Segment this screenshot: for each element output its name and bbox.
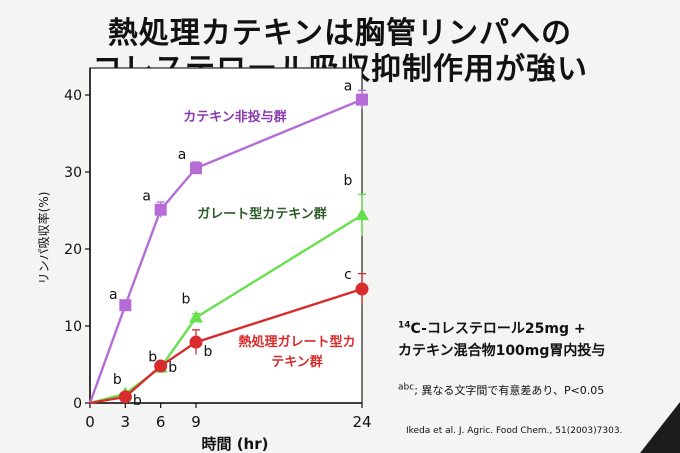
dose-note-line-2: カテキン混合物100mg胃内投与 [398, 343, 606, 359]
data-point [356, 93, 368, 106]
significance-letter: b [344, 173, 353, 189]
significance-letter: a [344, 79, 353, 95]
data-point [119, 299, 132, 312]
significance-letter: b [148, 350, 157, 366]
significance-letter: a [109, 287, 118, 303]
data-point [189, 310, 203, 323]
dose-note-line-1: 14C-コレステロール25mg + [398, 318, 586, 338]
y-tick-label: 20 [64, 242, 82, 258]
series-label: カテキン非投与群 [183, 109, 287, 125]
y-tick-label: 40 [64, 88, 82, 104]
series-label: ガレート型カテキン群 [197, 206, 327, 222]
data-point [118, 390, 132, 404]
significance-superscript: abc [398, 382, 415, 393]
significance-letter: a [178, 147, 187, 163]
x-tick-label: 9 [191, 413, 201, 431]
y-axis-label: リンパ吸収率(%) [36, 192, 51, 285]
significance-note-text: ; 異なる文字間で有意差あり、P<0.05 [414, 384, 605, 397]
data-point [355, 282, 369, 296]
series-label-line: 熱処理ガレート型カ [238, 334, 355, 350]
significance-letter: b [168, 360, 177, 376]
citation: Ikeda et al. J. Agric. Food Chem., 51(20… [406, 426, 623, 436]
slide-title-line-1: 熱処理カテキンは胸管リンパへの [107, 16, 573, 51]
significance-letter: a [142, 189, 151, 205]
series-label-line: テキン群 [271, 354, 323, 370]
x-tick-label: 0 [85, 413, 95, 431]
data-point [154, 203, 167, 216]
y-tick-label: 10 [64, 319, 82, 335]
y-tick-label: 30 [64, 165, 82, 181]
significance-letter: b [113, 372, 122, 388]
y-tick-label: 0 [73, 396, 82, 412]
significance-letter: b [182, 292, 191, 308]
significance-letter: c [344, 267, 352, 283]
significance-letter: b [204, 344, 213, 360]
isotope-superscript: 14 [398, 320, 411, 331]
data-point [189, 335, 203, 349]
x-axis-label: 時間 (hr) [201, 435, 268, 453]
data-point [190, 162, 202, 175]
dose-note-text-1: C-コレステロール25mg + [410, 321, 586, 337]
x-tick-label: 3 [121, 413, 131, 431]
significance-letter: b [133, 393, 142, 409]
data-point [355, 208, 369, 221]
x-tick-label: 6 [156, 413, 166, 431]
significance-note: abc; 異なる文字間で有意差あり、P<0.05 [398, 382, 604, 398]
data-point [154, 359, 168, 373]
x-tick-label: 24 [352, 413, 371, 431]
